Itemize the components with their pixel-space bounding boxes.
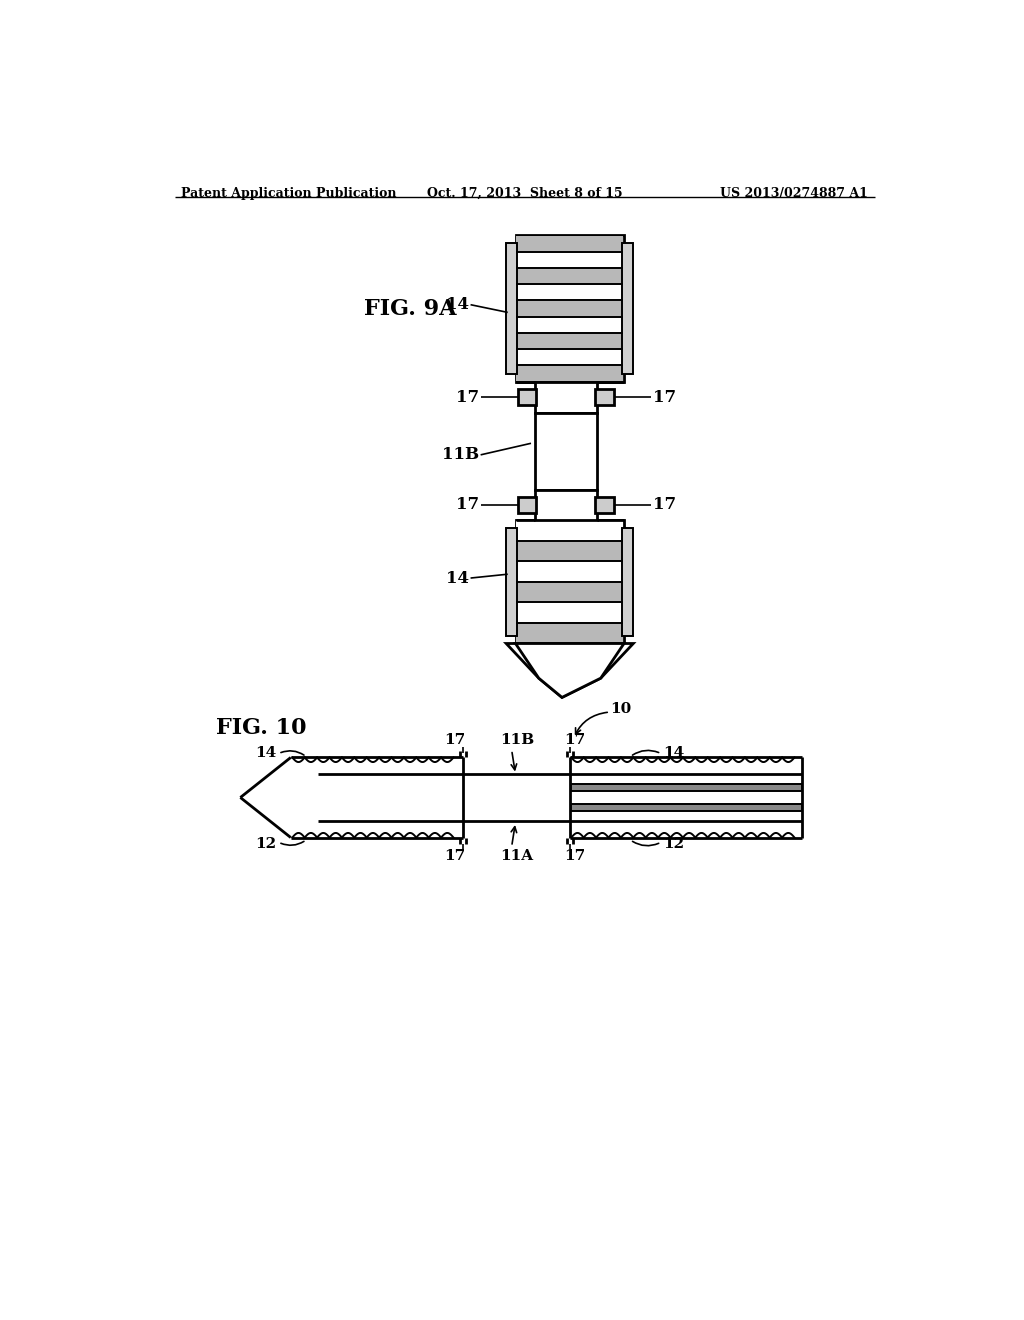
Text: 17: 17 (444, 734, 466, 747)
Text: 11B: 11B (500, 734, 535, 747)
Polygon shape (515, 644, 624, 697)
Text: Patent Application Publication: Patent Application Publication (180, 187, 396, 199)
Bar (506, 243, 517, 374)
Bar (535, 412, 597, 490)
Text: 17: 17 (444, 849, 466, 863)
Bar (516, 334, 624, 348)
Text: 17: 17 (564, 734, 586, 747)
Bar (516, 285, 624, 300)
Bar (518, 389, 537, 405)
Bar (516, 541, 624, 561)
Bar (595, 498, 614, 512)
Bar (516, 269, 624, 284)
Text: 17: 17 (456, 496, 479, 513)
Text: 17: 17 (456, 388, 479, 405)
Bar (516, 236, 624, 251)
Bar (571, 784, 802, 792)
Text: US 2013/0274887 A1: US 2013/0274887 A1 (720, 187, 868, 199)
Bar (516, 562, 624, 581)
Bar (535, 381, 597, 412)
Bar (516, 301, 624, 315)
Bar (516, 317, 624, 333)
Text: FIG. 10: FIG. 10 (216, 717, 306, 739)
Text: 12: 12 (256, 837, 276, 850)
Text: 14: 14 (256, 746, 276, 760)
Text: 14: 14 (446, 569, 469, 586)
Bar (516, 252, 624, 267)
Text: 17: 17 (652, 388, 676, 405)
Bar (595, 389, 614, 405)
Text: 11A: 11A (500, 849, 534, 863)
Text: 12: 12 (663, 837, 684, 850)
Text: 11B: 11B (442, 446, 479, 463)
Bar (515, 520, 624, 644)
Bar (516, 624, 624, 643)
Text: 14: 14 (663, 746, 684, 760)
Bar (516, 350, 624, 364)
Bar (623, 243, 633, 374)
Bar (518, 498, 537, 512)
Text: Oct. 17, 2013  Sheet 8 of 15: Oct. 17, 2013 Sheet 8 of 15 (427, 187, 623, 199)
Text: FIG. 9A: FIG. 9A (365, 297, 457, 319)
Bar (515, 235, 624, 381)
Bar (516, 582, 624, 602)
Text: 17: 17 (564, 849, 586, 863)
Bar (571, 804, 802, 812)
Bar (516, 603, 624, 622)
Bar (516, 366, 624, 381)
Text: 17: 17 (652, 496, 676, 513)
Text: 10: 10 (610, 702, 632, 715)
Text: 14: 14 (446, 296, 469, 313)
Polygon shape (506, 644, 633, 697)
Bar (623, 528, 633, 636)
Bar (535, 490, 597, 520)
Bar (506, 528, 517, 636)
Bar (516, 521, 624, 540)
